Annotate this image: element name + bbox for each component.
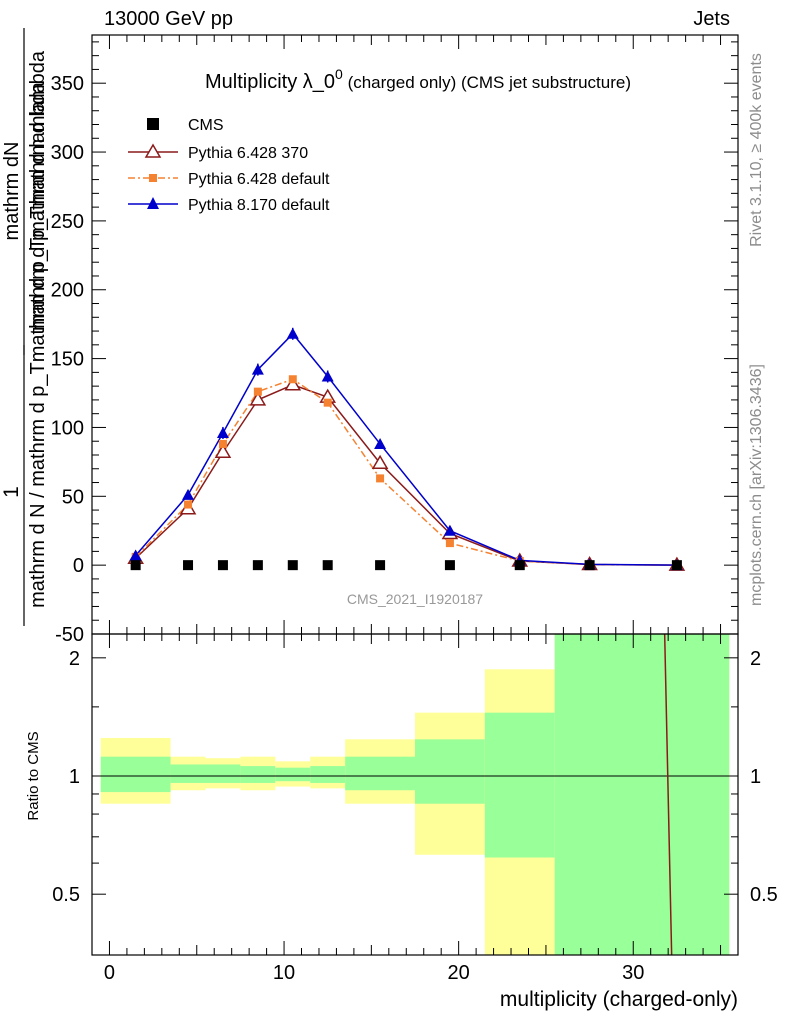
y-tick-label: 100 [51,417,84,439]
marker-0-7 [444,560,455,571]
y-label-one: 1 [0,486,23,498]
ratio-tick-label-right: 1 [750,766,761,788]
marker-3-4 [286,327,299,339]
ratio-tick-label-left: 0.5 [52,884,80,906]
marker-2-1 [184,500,193,509]
y-tick-label: 200 [51,280,84,302]
x-tick-label: 30 [622,962,644,984]
category-label: Jets [693,8,730,30]
chart-title: Multiplicity λ_00 (charged only) (CMS je… [205,66,631,93]
axis-ticks [92,35,738,955]
energy-label: 13000 GeV pp [104,8,233,30]
marker-0-10 [671,560,682,571]
legend-label-3: Pythia 8.170 default [188,197,330,214]
series-line-3 [135,332,677,566]
series-lines [135,332,677,566]
legend-label-0: CMS [188,117,224,134]
marker-0-9 [584,560,595,571]
analysis-watermark: CMS_2021_I1920187 [347,591,483,607]
legend-marker-2 [149,174,157,182]
x-tick-label: 0 [104,962,115,984]
marker-3-1 [182,488,195,500]
ratio-y-axis-label: Ratio to CMS [25,731,42,820]
legend-label-2: Pythia 6.428 default [188,171,330,188]
marker-0-3 [252,560,263,571]
marker-2-7 [445,539,454,548]
ratio-frame [91,633,739,956]
legend-marker-1 [144,143,162,158]
marker-2-3 [253,387,262,396]
marker-0-2 [217,560,228,571]
y-tick-label: 250 [51,211,84,233]
series-markers [127,327,686,571]
y-label-numerator: mathrm dN [1,142,23,241]
marker-1-2 [214,443,232,458]
marker-2-6 [376,474,385,483]
marker-3-6 [374,437,387,449]
ratio-band-green-5 [310,766,346,783]
legend: CMS Pythia 6.428 370 Pythia 6.428 default P… [128,117,330,214]
ratio-tick-label-right: 2 [750,648,761,670]
legend-marker-3 [147,197,159,209]
marker-0-4 [287,560,298,571]
x-tick-label: 10 [273,962,295,984]
y-tick-label: 0 [73,555,84,577]
ratio-band-green-4 [275,767,311,782]
axis-labels: -50 0 50 100 150 200 250 300 350 0 10 20 30 0.5 0.5 1 1 2… [0,28,778,1011]
ratio-band-green-7 [415,739,485,804]
series-line-2 [135,378,677,566]
legend-label-1: Pythia 6.428 370 [188,145,308,162]
x-axis-label: multiplicity (charged-only) [500,988,738,1011]
ratio-band-green-0 [100,756,171,793]
y-tick-label: 300 [51,142,84,164]
y-label-denominator: mathrm d p_Tmathrm d lambda [27,50,49,331]
ratio-band-green-1 [170,764,206,783]
marker-3-3 [251,363,264,375]
y-tick-label: 350 [51,73,84,95]
marker-1-3 [249,391,267,406]
ratio-band-green-6 [345,756,415,791]
marker-2-2 [218,439,227,448]
y-tick-label: 50 [62,486,84,508]
y-tick-label: 150 [51,349,84,371]
marker-0-5 [322,560,333,571]
ratio-tick-label-right: 0.5 [750,884,778,906]
x-tick-label: 20 [448,962,470,984]
legend-marker-0 [147,118,159,130]
marker-0-1 [183,560,194,571]
y-tick-label: -50 [55,624,84,646]
y-label-bottom: mathrm d N / mathrm d p_Tmathrm d p_Tmat… [27,81,49,608]
ratio-line-pythia6-370 [663,633,673,956]
ratio-tick-label-left: 2 [69,648,80,670]
ratio-tick-label-left: 1 [69,766,80,788]
marker-3-7 [443,524,456,536]
marker-2-4 [288,375,297,384]
ratio-bands [92,633,738,956]
marker-1-4 [284,376,302,391]
rivet-label: Rivet 3.1.10, ≥ 400k events [748,53,765,247]
series-line-1 [135,383,677,566]
ratio-band-green-3 [240,766,276,783]
axis-frames [91,34,739,956]
ratio-band-green-2 [205,764,241,783]
marker-0-0 [130,560,141,571]
ratio-band-green-9 [554,634,730,955]
marker-1-6 [371,454,389,470]
ratio-band-green-8 [484,712,555,858]
marker-3-0 [129,549,142,561]
marker-3-2 [216,426,229,438]
mcplots-label: mcplots.cern.ch [arXiv:1306.3436] [748,364,765,606]
marker-0-6 [375,560,386,571]
marker-2-5 [323,398,332,407]
marker-0-8 [514,560,525,571]
marker-3-5 [321,370,334,382]
